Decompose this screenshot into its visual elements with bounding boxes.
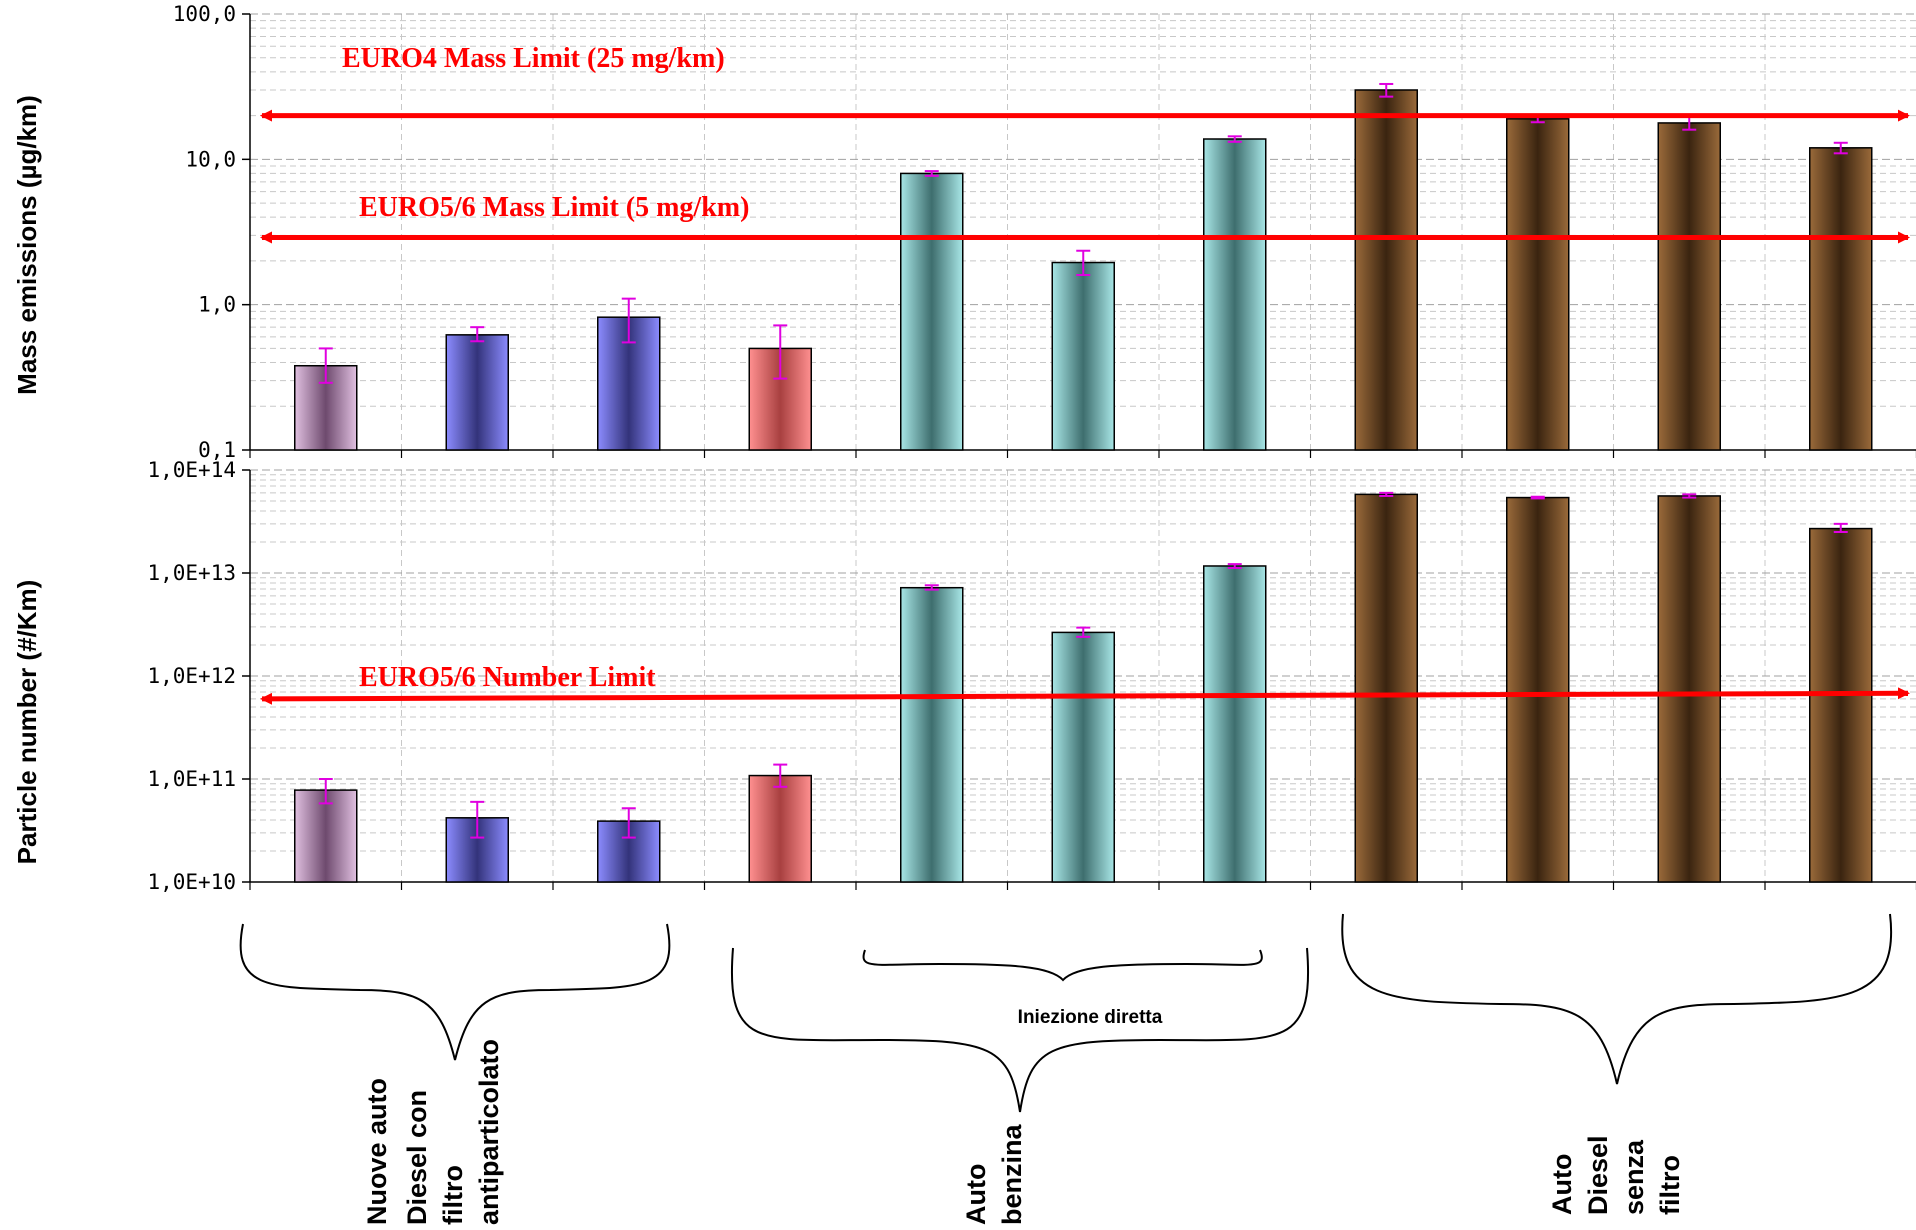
svg-text:antiparticolato: antiparticolato [474, 1039, 504, 1225]
mass-bar [445, 334, 509, 451]
group-label-petrol: Auto benzina [961, 1124, 1027, 1225]
number-y-tick-label: 1,0E+13 [147, 561, 236, 585]
number-bar [1051, 631, 1115, 883]
svg-text:Auto: Auto [961, 1164, 991, 1225]
mass-panel-bars [294, 82, 1873, 451]
euro4-mass-limit-label: EURO4 Mass Limit (25 mg/km) [342, 43, 725, 74]
number-y-axis-label: Particle number (#/Km) [12, 580, 42, 865]
bracket-new-diesel [239, 923, 671, 1061]
svg-text:filtro: filtro [438, 1165, 468, 1225]
mass-bar [1506, 118, 1570, 451]
mass-y-tick-label: 0,1 [198, 438, 236, 462]
limit-lines [260, 109, 1910, 705]
svg-text:Nuove auto: Nuove auto [362, 1078, 392, 1225]
number-limit-line [260, 687, 1910, 705]
mass-y-tick-label: 10,0 [185, 147, 236, 171]
mass-bar [900, 172, 964, 451]
group-label-new-diesel: Nuove auto Diesel con filtro antipartico… [362, 1039, 504, 1225]
bracket-diesel-no-filter [1341, 913, 1893, 1085]
mass-bar [1203, 138, 1267, 451]
euro56-mass-limit-label: EURO5/6 Mass Limit (5 mg/km) [359, 192, 749, 223]
svg-text:Auto: Auto [1547, 1154, 1577, 1215]
gdi-sub-label: Iniezione diretta [1018, 1007, 1163, 1028]
number-y-tick-label: 1,0E+11 [147, 767, 236, 791]
number-bar [1354, 493, 1418, 883]
number-bar [900, 586, 964, 883]
mass-bar [1809, 147, 1873, 451]
bracket-petrol [731, 947, 1309, 1113]
svg-text:Diesel: Diesel [1583, 1135, 1613, 1215]
svg-text:senza: senza [1619, 1139, 1649, 1215]
number-bar [294, 789, 358, 883]
mass-bar [1354, 89, 1418, 451]
mass-y-axis-label: Mass emissions (µg/km) [12, 95, 42, 395]
number-y-tick-label: 1,0E+14 [147, 458, 236, 482]
mass-bar [1657, 122, 1721, 451]
number-panel-tick-labels: 1,0E+10 1,0E+11 1,0E+12 1,0E+13 1,0E+14 [147, 458, 236, 894]
mass-y-tick-label: 100,0 [173, 2, 236, 26]
number-y-tick-label: 1,0E+12 [147, 664, 236, 688]
euro56-number-limit-label: EURO5/6 Number Limit [359, 662, 656, 693]
number-bar [1506, 496, 1570, 883]
mass-y-tick-label: 1,0 [198, 293, 236, 317]
svg-text:benzina: benzina [997, 1124, 1027, 1225]
bracket-gdi-sub [862, 949, 1263, 982]
number-bar [1203, 565, 1267, 883]
mass-panel-tick-labels: 0,1 1,0 10,0 100,0 [173, 2, 236, 462]
group-label-diesel-no-filter: Auto Diesel senza filtro [1547, 1135, 1685, 1215]
svg-text:Diesel con: Diesel con [402, 1090, 432, 1225]
svg-text:filtro: filtro [1655, 1155, 1685, 1215]
group-brackets [239, 913, 1893, 1113]
mass-bar [1051, 261, 1115, 451]
number-bar [1657, 495, 1721, 883]
number-bar [748, 774, 812, 883]
number-y-tick-label: 1,0E+10 [147, 870, 236, 894]
number-bar [1809, 527, 1873, 883]
